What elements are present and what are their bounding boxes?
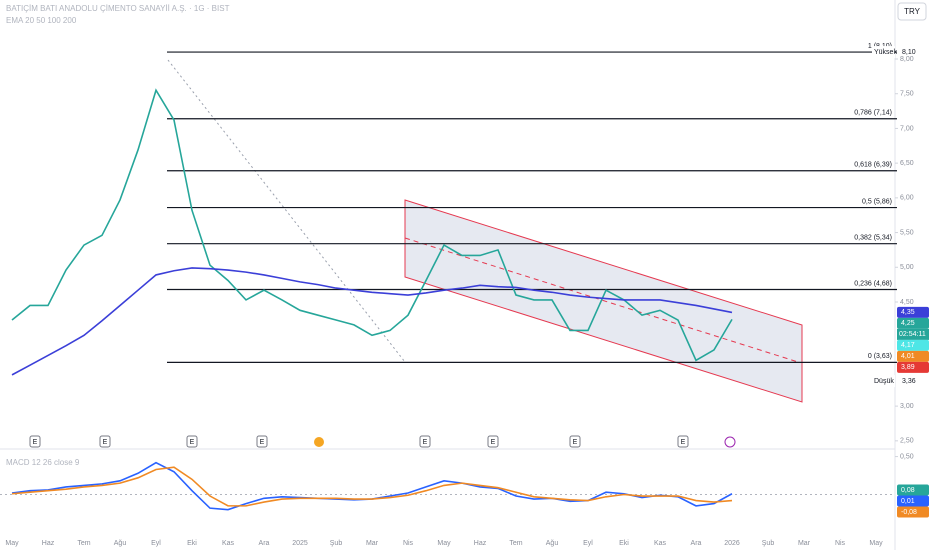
x-tick-label: Eki (187, 540, 197, 547)
y-tick-label: 5,00 (900, 264, 914, 271)
price-badge (897, 317, 929, 329)
series-line (11, 267, 733, 376)
y-tick-label: 2,50 (900, 438, 914, 445)
fib-trend-line (167, 59, 406, 363)
x-tick-label: Mar (366, 540, 379, 547)
event-marker (29, 435, 41, 448)
macd-badge-label: 0,01 (901, 498, 915, 505)
price-badge-label: 4,17 (901, 342, 915, 349)
event-marker (186, 435, 198, 448)
series-line (11, 466, 733, 507)
currency-box[interactable] (897, 2, 927, 21)
event-marker (487, 435, 499, 448)
y-tick-label: 0,50 (900, 453, 914, 460)
x-tick-label: Kas (222, 540, 235, 547)
x-tick-label: Nis (403, 540, 414, 547)
x-tick-label: Şub (762, 540, 775, 547)
macd-badge-label: -0,08 (901, 509, 917, 516)
series-line (11, 88, 733, 362)
x-tick-label: May (869, 540, 883, 547)
countdown-badge (897, 328, 929, 340)
macd-badge-label: 0,08 (901, 487, 915, 494)
macd-badge (897, 484, 929, 496)
y-tick-label: 5,50 (900, 229, 914, 236)
extreme-value: 8,10 (902, 49, 916, 56)
x-tick-label: Kas (654, 540, 667, 547)
fib-label: 0,5 (5,86) (862, 198, 892, 205)
event-label: E (491, 439, 496, 446)
x-tick-label: Nis (835, 540, 846, 547)
extreme-box (872, 375, 895, 388)
event-label: E (33, 439, 38, 446)
y-tick-label: 7,00 (900, 125, 914, 132)
macd-label: MACD 12 26 close 9 (6, 458, 80, 467)
x-tick-label: Eki (619, 540, 629, 547)
y-tick-label: 3,00 (900, 403, 914, 410)
price-badge (897, 350, 929, 362)
fib-label: 0 (3,63) (868, 353, 892, 360)
extreme-label: Düşük (874, 378, 894, 385)
currency[interactable]: TRY (904, 7, 921, 16)
price-badge (897, 306, 929, 318)
x-tick-label: Ara (691, 540, 702, 547)
fib-label: 0,236 (4,68) (854, 280, 892, 287)
extreme-value: 3,36 (902, 378, 916, 385)
price-badge (897, 361, 929, 373)
x-tick-label: May (5, 540, 19, 547)
x-tick-label: 2026 (724, 540, 740, 547)
dividend-marker (314, 437, 324, 447)
x-tick-label: Şub (330, 540, 343, 547)
fib-label: 0,786 (7,14) (854, 110, 892, 117)
fib-label: 0,382 (5,34) (854, 235, 892, 242)
x-tick-label: Eyl (151, 540, 161, 547)
x-tick-label: Tem (77, 540, 90, 547)
event-marker (419, 435, 431, 448)
event-marker (99, 435, 111, 448)
fib-label: 0,618 (6,39) (854, 162, 892, 169)
event-label: E (190, 439, 195, 446)
event-label: E (573, 439, 578, 446)
y-tick-label: 7,50 (900, 91, 914, 98)
price-badge-label: 4,01 (901, 353, 915, 360)
split-marker (724, 436, 736, 448)
macd-badge (897, 495, 929, 507)
x-tick-label: Haz (42, 540, 55, 547)
symbol-title: BATIÇİM BATI ANADOLU ÇİMENTO SANAYİİ A.Ş… (6, 4, 230, 13)
x-tick-label: May (437, 540, 451, 547)
indicator-label: EMA 20 50 100 200 (6, 16, 77, 25)
channel-midline (404, 237, 799, 363)
x-tick-label: Haz (474, 540, 487, 547)
x-tick-label: Mar (798, 540, 811, 547)
price-badge-label: 4,25 (901, 320, 915, 327)
x-tick-label: 2025 (292, 540, 308, 547)
event-marker (256, 435, 268, 448)
price-badge-label: 3,89 (901, 364, 915, 371)
extreme-label: Yüksek (874, 49, 897, 56)
event-marker (677, 435, 689, 448)
x-tick-label: Ağu (546, 540, 559, 547)
event-label: E (423, 439, 428, 446)
macd-badge (897, 506, 929, 518)
event-label: E (260, 439, 265, 446)
x-tick-label: Eyl (583, 540, 593, 547)
price-badge (897, 339, 929, 351)
x-tick-label: Tem (509, 540, 522, 547)
y-tick-label: 8,00 (900, 56, 914, 63)
event-marker (569, 435, 581, 448)
x-tick-label: Ara (259, 540, 270, 547)
countdown: 02:54:11 (899, 331, 926, 338)
price-badge-label: 4,35 (901, 309, 915, 316)
x-tick-label: Ağu (114, 540, 127, 547)
event-label: E (681, 439, 686, 446)
y-tick-label: 6,50 (900, 160, 914, 167)
y-tick-label: 6,00 (900, 195, 914, 202)
event-label: E (103, 439, 108, 446)
y-tick-label: 4,50 (900, 299, 914, 306)
extreme-box (872, 46, 895, 59)
